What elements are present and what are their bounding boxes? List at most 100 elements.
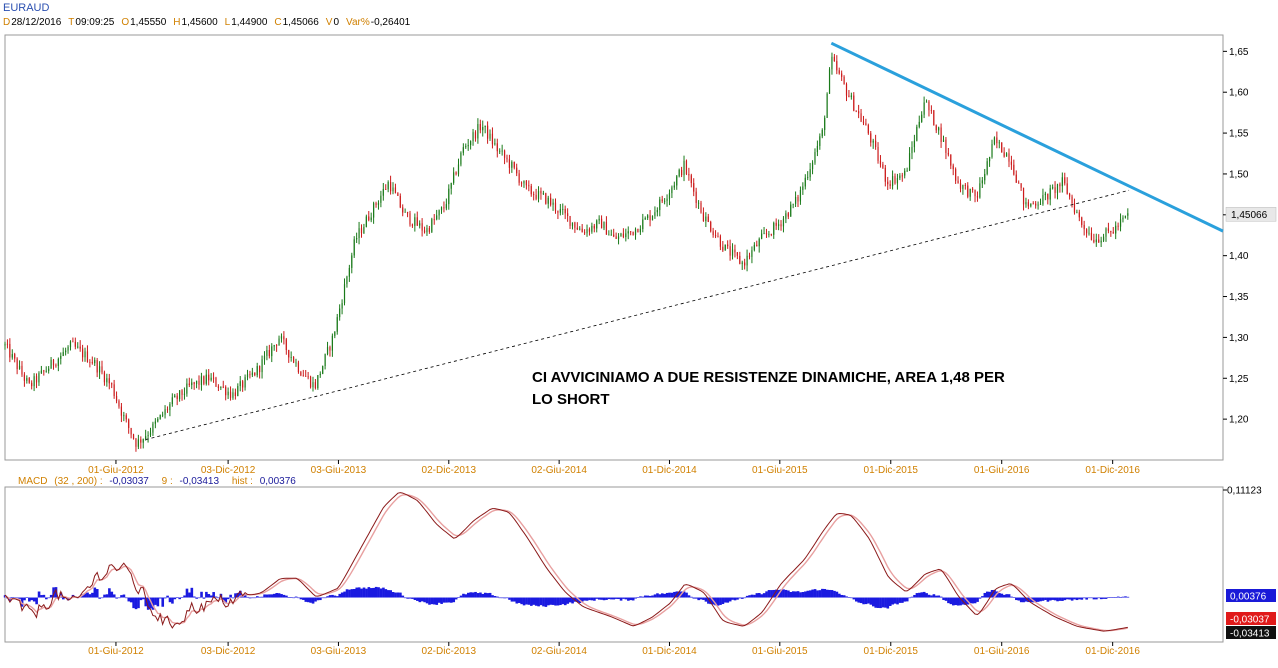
histogram-bar (959, 597, 962, 606)
ohlc-key: O (121, 17, 130, 28)
ohlc-key: V (325, 17, 333, 28)
histogram-bar (530, 597, 533, 606)
candle-body (617, 236, 620, 239)
candle-body (758, 238, 760, 247)
candle-body (503, 150, 506, 158)
histogram-bar (1002, 594, 1006, 598)
histogram-bar (185, 588, 189, 598)
candle-body (402, 207, 404, 213)
histogram-bar (682, 591, 686, 598)
candle-body (1105, 228, 1107, 237)
histogram-bar (1017, 597, 1021, 601)
histogram-bar (256, 596, 259, 598)
candle-body (792, 203, 794, 205)
candle-body (872, 140, 874, 143)
histogram-bar (549, 597, 553, 605)
histogram-bar (648, 595, 652, 598)
candle-body (996, 137, 998, 144)
candle-body (406, 211, 409, 214)
candle-body (1090, 232, 1093, 240)
histogram-bar (151, 597, 155, 610)
histogram-bar (173, 597, 177, 600)
candle-body (1001, 142, 1003, 153)
candle-body (622, 233, 624, 238)
x-tick-label: 01-Giu-2016 (974, 646, 1030, 657)
histogram-bar (1046, 597, 1050, 602)
candle-body (748, 255, 751, 257)
histogram-bar (178, 597, 182, 600)
histogram-bar (272, 593, 276, 598)
candle-body (285, 339, 287, 350)
last-price-marker: 1,45066 (1225, 207, 1277, 222)
histogram-bar (416, 597, 419, 601)
candle-body (933, 110, 935, 126)
histogram-bar (833, 590, 836, 598)
histogram-bar (556, 597, 560, 606)
histogram-bar (1102, 597, 1105, 599)
candle-body (845, 84, 848, 96)
candle-body (659, 199, 661, 211)
ohlc-value: 28/12/2016 (11, 17, 62, 28)
candle-body (1071, 196, 1073, 204)
histogram-bar (481, 593, 485, 598)
candle-body (1117, 225, 1119, 227)
candle-body (455, 172, 457, 175)
candle-body (535, 194, 537, 199)
candle-body (67, 347, 69, 351)
histogram-bar (510, 597, 514, 602)
candle-body (826, 93, 828, 118)
histogram-bar (403, 597, 407, 599)
histogram-bar (188, 592, 191, 598)
histogram-bar (942, 597, 945, 601)
macd-badge-box (1226, 612, 1276, 625)
histogram-bar (772, 589, 776, 598)
candle-body (1005, 153, 1008, 157)
histogram-bar (956, 597, 960, 606)
histogram-bar (954, 597, 958, 606)
candle-body (620, 233, 622, 237)
candle-body (50, 359, 52, 369)
candle-body (763, 233, 765, 234)
candle-body (593, 225, 595, 229)
candle-body (450, 182, 452, 189)
candle-body (862, 121, 865, 124)
candle-body (348, 267, 350, 277)
histogram-bar (605, 597, 608, 600)
histogram-bar (544, 597, 548, 607)
candle-body (576, 227, 578, 230)
candle-body (329, 347, 331, 351)
candle-body (1013, 164, 1015, 175)
histogram-bar (35, 597, 38, 605)
candle-body (358, 228, 360, 239)
histogram-bar (639, 596, 642, 598)
candle-body (208, 374, 210, 381)
candle-body (145, 436, 147, 440)
histogram-bar (1070, 597, 1074, 601)
histogram-bar (719, 597, 722, 605)
candle-body (137, 439, 139, 447)
x-tick-label: 01-Giu-2015 (752, 465, 808, 476)
histogram-bar (1061, 597, 1064, 601)
histogram-bar (32, 597, 36, 602)
histogram-bar (1034, 597, 1038, 603)
candle-body (562, 209, 564, 210)
histogram-bar (668, 592, 671, 598)
candle-body (244, 377, 246, 388)
ohlc-value: 1,45600 (181, 17, 218, 28)
candle-body (1037, 204, 1039, 206)
candle-body (363, 226, 365, 234)
y-tick-label: 1,30 (1229, 333, 1249, 344)
candle-body (559, 209, 561, 213)
candle-body (1124, 215, 1126, 218)
candle-body (23, 374, 26, 381)
histogram-bar (658, 594, 662, 598)
histogram-bar (947, 597, 950, 604)
signal-value: -0,03413 (179, 476, 220, 487)
candle-body (972, 188, 974, 190)
histogram-bar (1007, 594, 1011, 598)
histogram-bar (624, 597, 628, 600)
histogram-bar (445, 597, 448, 603)
candle-body (409, 213, 411, 225)
histogram-bar (694, 597, 698, 599)
candle-body (537, 191, 540, 199)
